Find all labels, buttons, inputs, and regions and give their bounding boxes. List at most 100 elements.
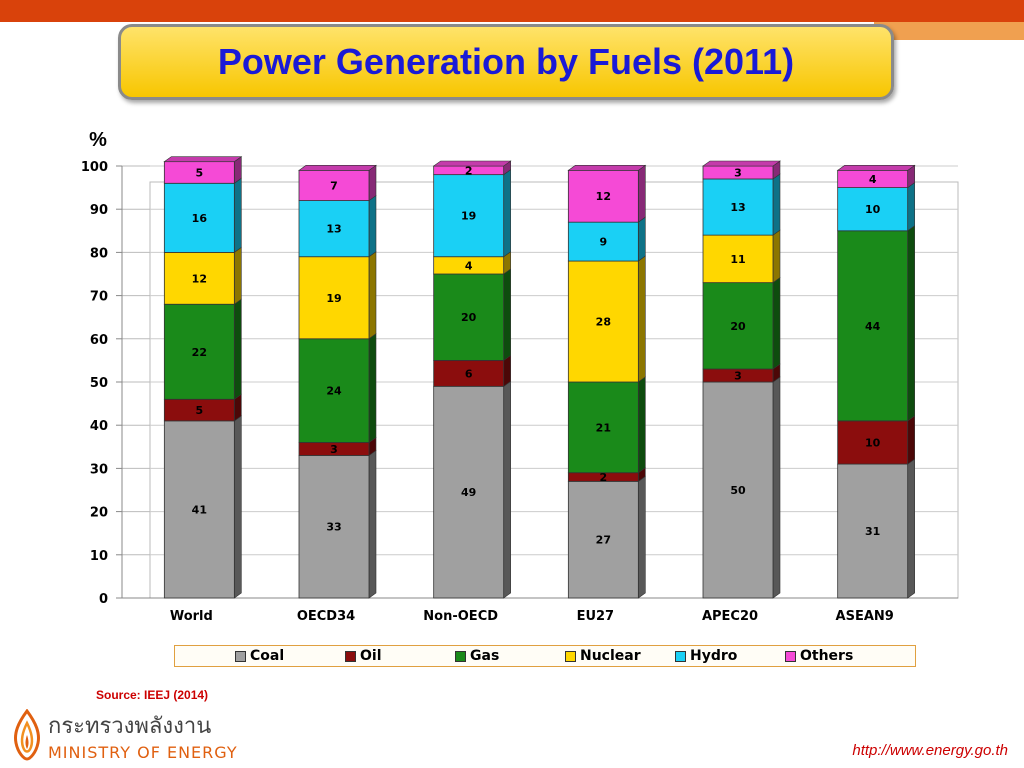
legend-swatch [675, 650, 686, 662]
data-label: 9 [600, 236, 608, 249]
banner-stripe [874, 22, 1024, 40]
data-label: 33 [326, 521, 341, 534]
data-label: 3 [330, 443, 338, 456]
bar-segment-gas [567, 381, 639, 474]
bar-side-hydro [368, 194, 377, 258]
data-label: 3 [734, 370, 742, 383]
y-tick-label: 100 [81, 160, 108, 175]
bar-segment-nuclear [702, 234, 774, 284]
legend-swatch [565, 650, 576, 662]
bar-segment-hydro [433, 174, 505, 258]
data-label: 28 [596, 316, 611, 329]
ministry-logo: กระทรวงพลังงาน MINISTRY OF ENERGY [10, 708, 238, 762]
bar-segment-oil [837, 420, 909, 465]
data-label: 44 [865, 320, 881, 333]
legend-item-oil: Oil [345, 648, 455, 664]
data-label: 16 [192, 212, 208, 225]
data-label: 4 [869, 173, 877, 186]
legend-label: Coal [250, 648, 285, 664]
data-label: 31 [865, 525, 880, 538]
legend-swatch [455, 650, 466, 662]
legend-swatch [345, 650, 356, 662]
x-tick-label: APEC20 [702, 609, 758, 624]
bar-segment-others [298, 169, 370, 201]
data-label: 49 [461, 486, 476, 499]
bar-side-coal [234, 415, 242, 599]
data-label: 4 [465, 259, 473, 272]
bar-side-gas [907, 225, 915, 422]
bar-segment-coal [702, 381, 774, 599]
bar-side-gas [503, 268, 511, 361]
data-label: 27 [596, 534, 611, 547]
data-label: 5 [196, 166, 204, 179]
bar-side-others [368, 164, 377, 202]
data-label: 19 [326, 292, 341, 305]
bar-segment-coal [567, 480, 639, 599]
y-tick-label: 10 [90, 549, 108, 564]
data-label: 12 [596, 190, 611, 203]
data-label: 12 [192, 272, 207, 285]
chart-back-wall [149, 181, 959, 599]
top-banner [0, 0, 1024, 22]
data-label: 20 [730, 320, 746, 333]
y-tick-label: 90 [90, 203, 108, 218]
x-tick-label: ASEAN9 [836, 609, 894, 624]
bar-segment-gas [298, 338, 370, 443]
y-tick-label: 50 [90, 376, 108, 391]
bar-side-coal [772, 376, 781, 599]
bar-side-hydro [503, 169, 511, 258]
y-unit-label: % [89, 129, 107, 151]
y-tick-label: 30 [90, 462, 108, 477]
title-box: Power Generation by Fuels (2011) [118, 24, 894, 100]
legend-swatch [235, 650, 246, 662]
data-label: 20 [461, 311, 477, 324]
bar-segment-hydro [298, 200, 370, 258]
y-tick-label: 80 [90, 246, 108, 261]
bar-side-coal [368, 449, 377, 599]
bar-side-coal [907, 458, 915, 599]
bar-segment-gas [433, 273, 505, 361]
bar-side-others [638, 164, 646, 223]
bar-segment-gas [837, 230, 909, 422]
legend-label: Gas [470, 648, 500, 664]
data-label: 10 [865, 436, 881, 449]
bar-side-nuclear [234, 246, 242, 305]
bar-side-hydro [907, 182, 915, 232]
bar-top [432, 160, 512, 167]
bar-segment-nuclear [163, 251, 235, 305]
source-note: Source: IEEJ (2014) [96, 688, 209, 702]
bar-side-coal [638, 475, 646, 599]
data-label: 13 [730, 201, 745, 214]
bar-segment-hydro [702, 178, 774, 236]
data-label: 21 [596, 421, 611, 434]
flame-logo-icon [14, 709, 40, 761]
bar-segment-coal [298, 455, 370, 599]
x-tick-label: OECD34 [297, 609, 355, 624]
bar-segment-hydro [567, 221, 639, 262]
data-label: 2 [465, 164, 473, 177]
legend-label: Others [800, 648, 854, 664]
data-label: 13 [326, 223, 341, 236]
bar-side-gas [772, 277, 781, 370]
y-tick-label: 20 [90, 506, 108, 521]
bar-side-gas [234, 298, 242, 400]
bar-side-oil [907, 415, 915, 465]
bar-top [702, 160, 781, 167]
legend-label: Oil [360, 648, 382, 664]
data-label: 22 [192, 346, 207, 359]
bar-top [163, 156, 243, 162]
bar-side-coal [503, 380, 511, 599]
data-label: 2 [600, 471, 608, 484]
data-label: 6 [465, 367, 473, 380]
legend-item-coal: Coal [235, 648, 345, 664]
bar-segment-hydro [837, 187, 909, 232]
website-link[interactable]: http://www.energy.go.th [852, 742, 1008, 759]
legend-swatch [785, 650, 796, 662]
legend-label: Nuclear [580, 648, 641, 664]
page-title: Power Generation by Fuels (2011) [217, 41, 795, 82]
bar-side-oil [503, 354, 511, 387]
bar-side-nuclear [638, 255, 646, 383]
data-label: 10 [865, 203, 881, 216]
data-label: 11 [730, 253, 745, 266]
bar-top [836, 165, 916, 171]
